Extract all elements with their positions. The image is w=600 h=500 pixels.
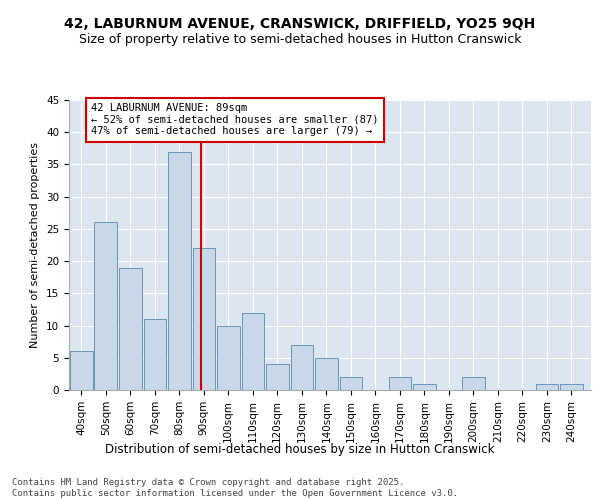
Bar <box>536 384 558 390</box>
Bar <box>193 248 215 390</box>
Bar <box>168 152 191 390</box>
Bar <box>560 384 583 390</box>
Y-axis label: Number of semi-detached properties: Number of semi-detached properties <box>31 142 40 348</box>
Text: Contains HM Land Registry data © Crown copyright and database right 2025.
Contai: Contains HM Land Registry data © Crown c… <box>12 478 458 498</box>
Bar <box>315 358 338 390</box>
Text: 42 LABURNUM AVENUE: 89sqm
← 52% of semi-detached houses are smaller (87)
47% of : 42 LABURNUM AVENUE: 89sqm ← 52% of semi-… <box>91 103 379 136</box>
Bar <box>413 384 436 390</box>
Bar <box>389 377 411 390</box>
Bar <box>266 364 289 390</box>
Bar <box>340 377 362 390</box>
Bar <box>119 268 142 390</box>
Bar <box>242 312 264 390</box>
Bar <box>462 377 485 390</box>
Text: Size of property relative to semi-detached houses in Hutton Cranswick: Size of property relative to semi-detach… <box>79 32 521 46</box>
Text: 42, LABURNUM AVENUE, CRANSWICK, DRIFFIELD, YO25 9QH: 42, LABURNUM AVENUE, CRANSWICK, DRIFFIEL… <box>64 18 536 32</box>
Bar <box>94 222 117 390</box>
Bar <box>143 319 166 390</box>
Bar <box>217 326 239 390</box>
Text: Distribution of semi-detached houses by size in Hutton Cranswick: Distribution of semi-detached houses by … <box>105 442 495 456</box>
Bar <box>290 345 313 390</box>
Bar <box>70 352 92 390</box>
